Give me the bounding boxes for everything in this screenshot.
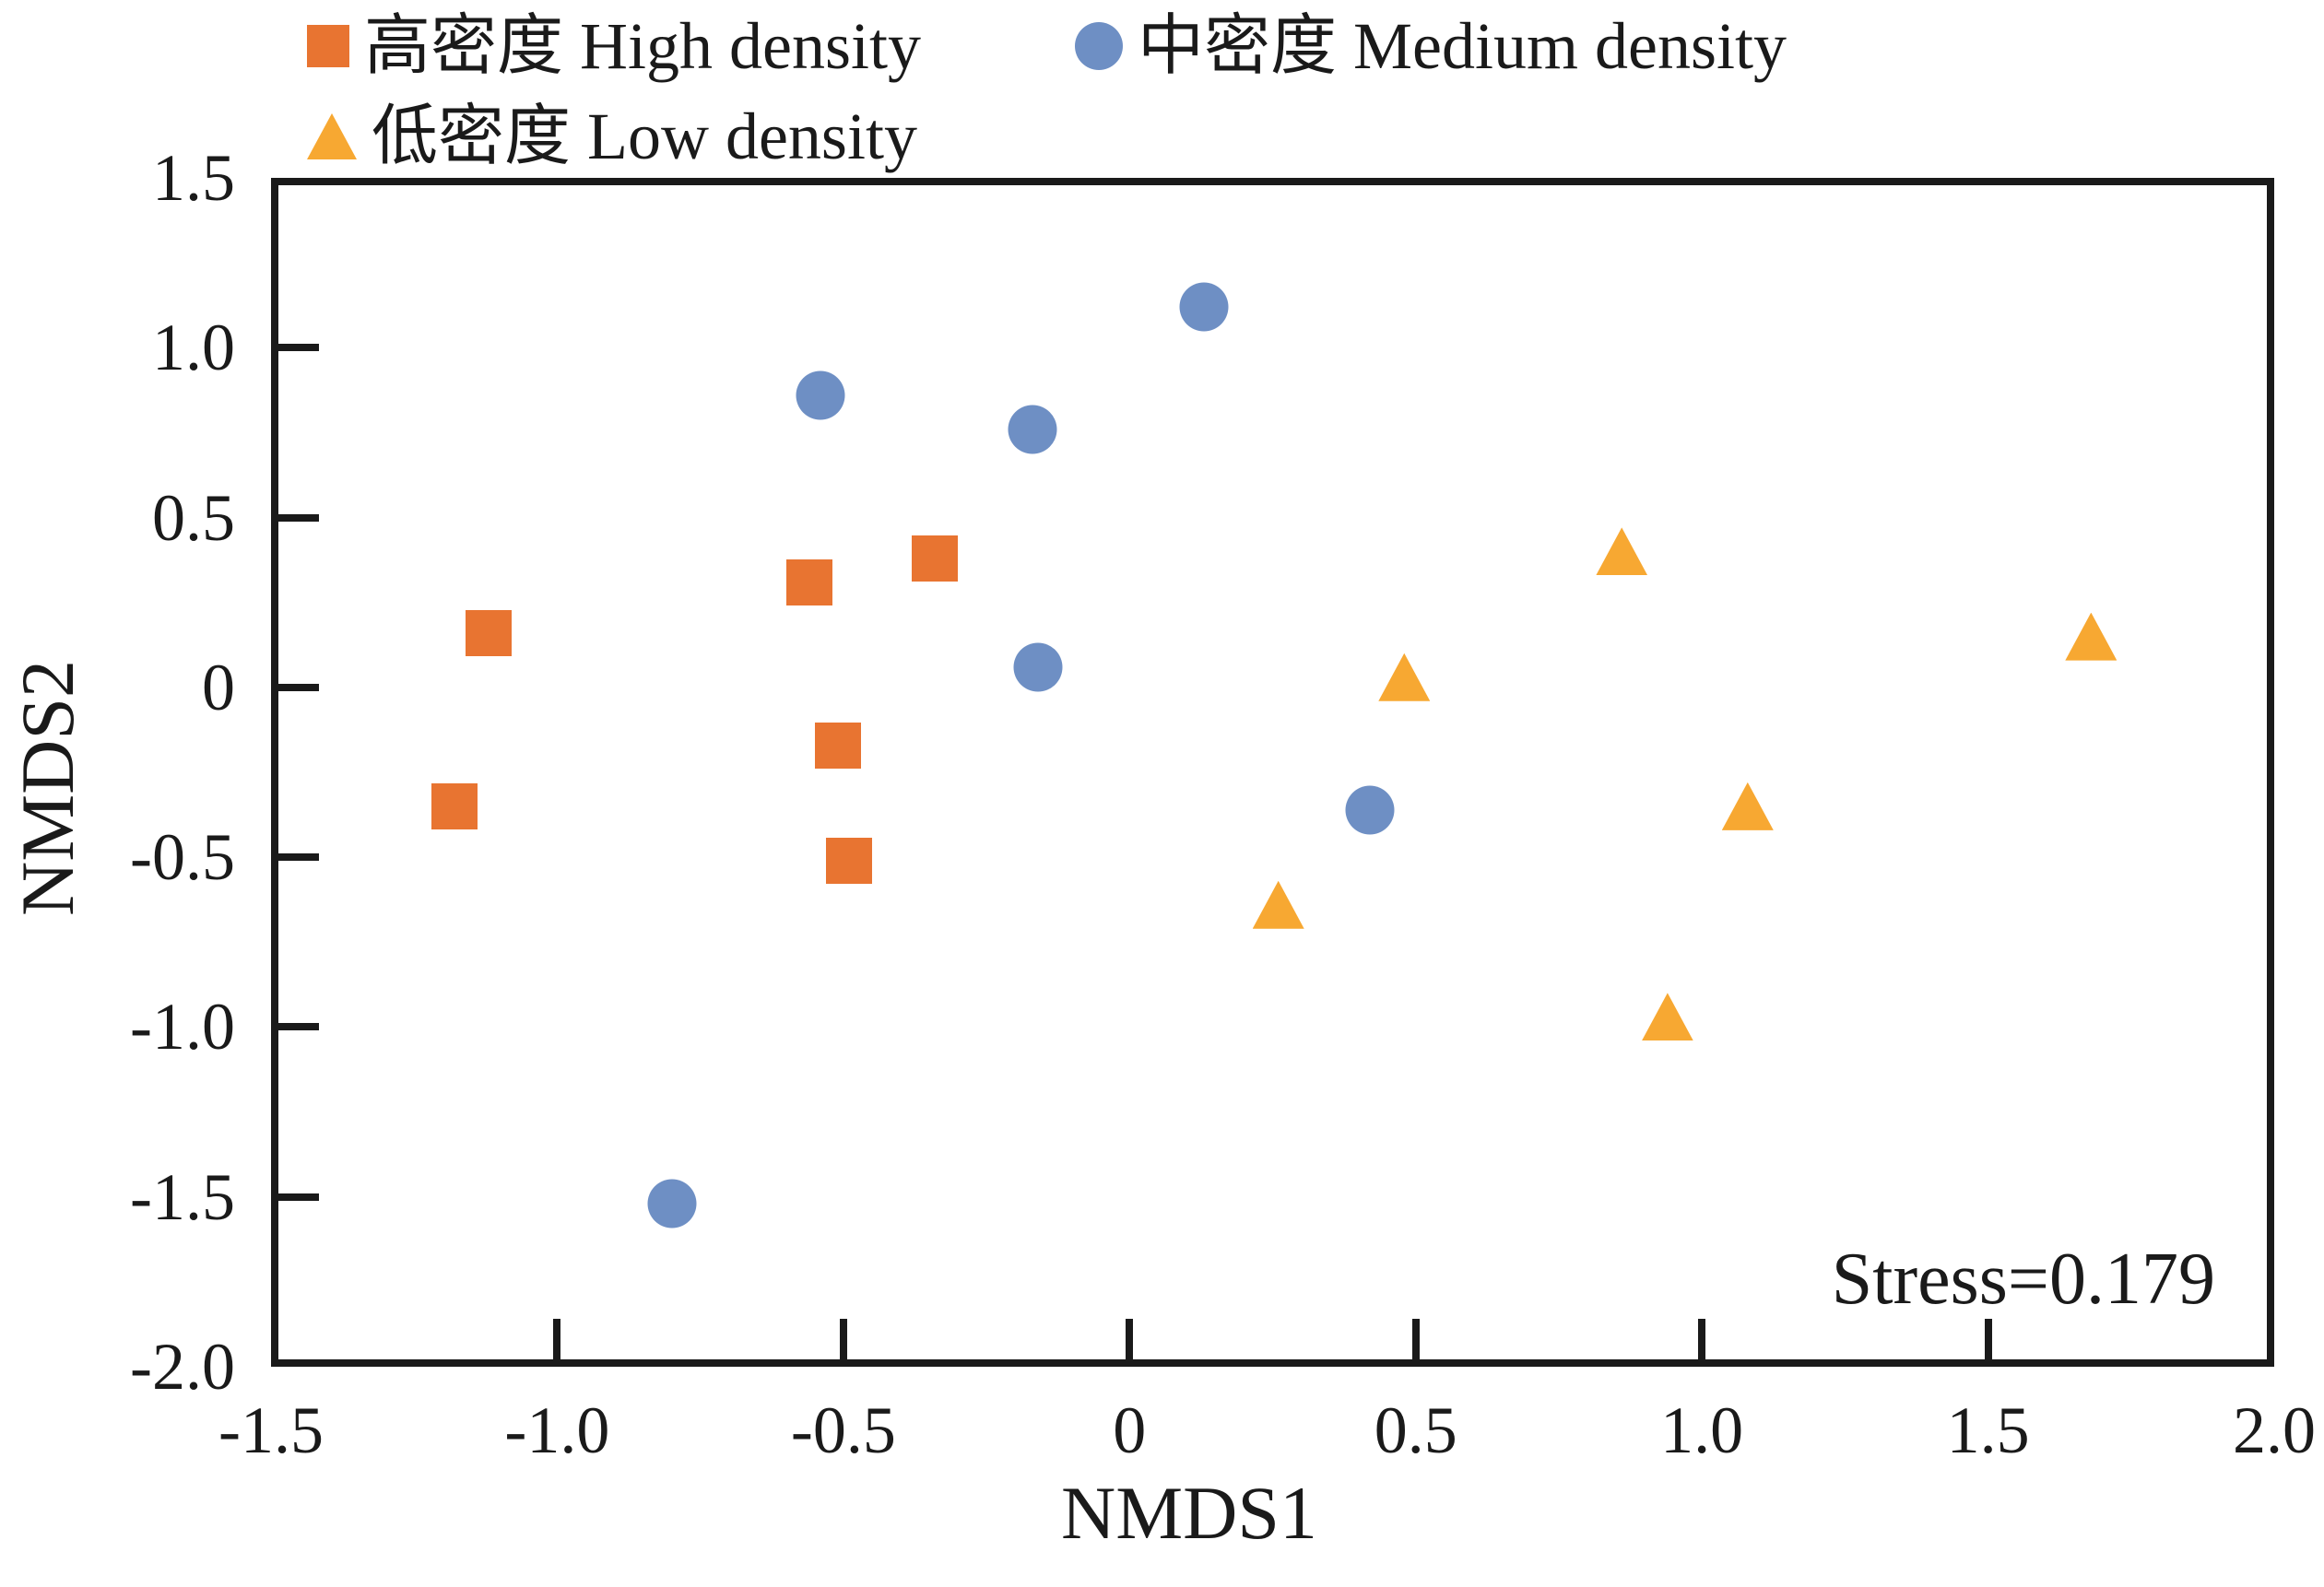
legend-item-medium-density: 中密度 Medium density: [1075, 2, 1787, 90]
data-point-square: [814, 722, 861, 769]
medium-density-circle-marker-icon: [1075, 22, 1123, 70]
y-axis-tick-label: -1.0: [130, 990, 235, 1064]
data-point-square: [785, 558, 832, 605]
data-point-square: [465, 609, 512, 656]
data-point-circle: [1008, 405, 1057, 454]
data-point-square: [431, 782, 478, 829]
y-axis-tick: [278, 344, 319, 352]
x-axis-tick: [553, 1319, 561, 1359]
x-axis-tick: [839, 1319, 847, 1359]
data-point-circle: [1013, 642, 1063, 692]
data-point-circle: [647, 1179, 697, 1228]
x-axis-tick-label: 1.0: [1660, 1393, 1744, 1467]
data-point-square: [826, 837, 873, 884]
y-axis-tick: [278, 683, 319, 691]
y-axis-tick-label: 1.5: [152, 141, 235, 215]
x-axis-tick: [1698, 1319, 1706, 1359]
x-axis-tick-label: 2.0: [2233, 1393, 2316, 1467]
high-density-square-marker-icon: [307, 25, 349, 67]
x-axis-tick: [1984, 1319, 1992, 1359]
y-axis-tick: [278, 853, 319, 862]
legend-label-medium-density: 中密度 Medium density: [1138, 9, 1787, 83]
legend-label-high-density: 高密度 High density: [364, 9, 921, 83]
y-axis-tick-label: 0: [202, 650, 235, 724]
y-axis-tick-label: 1.0: [152, 311, 235, 385]
x-axis-tick: [1411, 1319, 1420, 1359]
stress-annotation: Stress=0.179: [1831, 1239, 2215, 1320]
legend-item-high-density: 高密度 High density: [307, 2, 921, 90]
y-axis-tick-label: 0.5: [152, 480, 235, 555]
data-point-circle: [1179, 282, 1229, 332]
x-axis-title: NMDS1: [1061, 1471, 1317, 1555]
y-axis-tick: [278, 513, 319, 522]
y-axis-tick: [278, 1193, 319, 1201]
y-axis-tick-label: -2.0: [130, 1330, 235, 1404]
legend-label-low-density: 低密度 Low density: [372, 100, 917, 173]
data-point-square: [912, 535, 959, 582]
data-point-circle: [1345, 785, 1395, 835]
x-axis-tick-label: -0.5: [790, 1393, 896, 1467]
x-axis-tick-label: -1.5: [218, 1393, 324, 1467]
x-axis-tick-label: 0.5: [1374, 1393, 1457, 1467]
y-axis-tick-label: -1.5: [130, 1159, 235, 1234]
y-axis-title: NMDS2: [6, 660, 89, 916]
x-axis-tick-label: 1.5: [1946, 1393, 2030, 1467]
y-axis-tick-label: -0.5: [130, 820, 235, 895]
x-axis-tick: [1126, 1319, 1134, 1359]
plot-frame: [271, 178, 2274, 1367]
x-axis-tick-label: -1.0: [504, 1393, 610, 1467]
y-axis-tick: [278, 1023, 319, 1031]
data-point-circle: [796, 370, 845, 420]
low-density-triangle-marker-icon: [307, 113, 357, 159]
legend-item-low-density: 低密度 Low density: [307, 92, 917, 181]
x-axis-tick-label: 0: [1113, 1393, 1147, 1467]
